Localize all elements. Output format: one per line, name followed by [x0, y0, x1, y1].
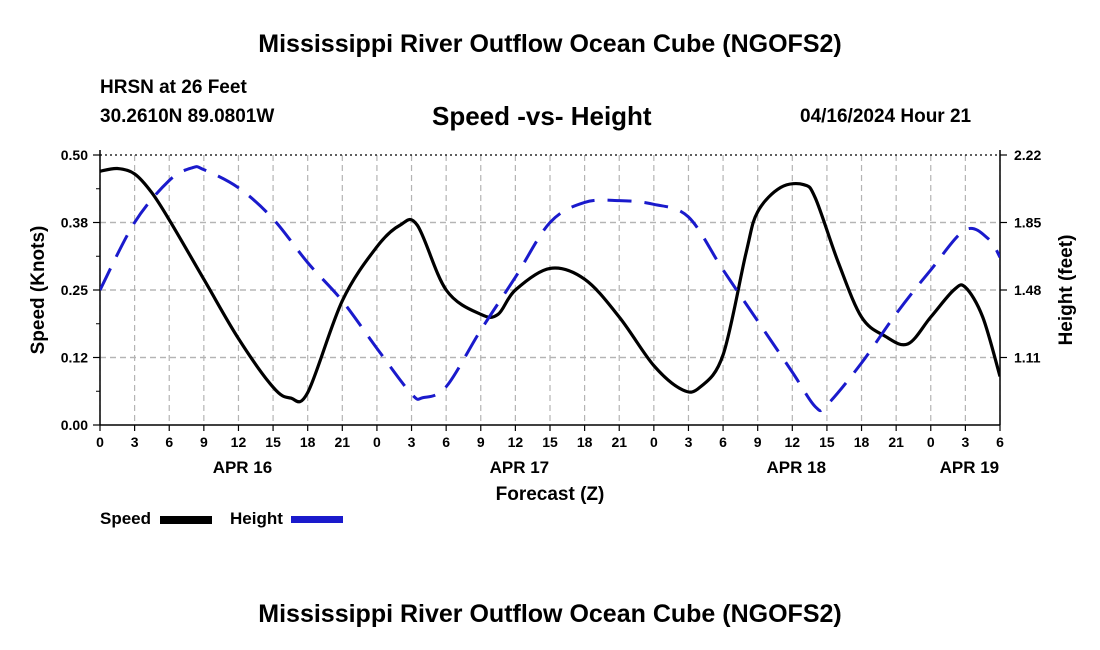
- x-tick-label: 18: [577, 434, 593, 450]
- right-tick-label: 1.11: [1014, 350, 1041, 366]
- x-tick-label: 6: [996, 434, 1004, 450]
- x-tick-label: 12: [231, 434, 247, 450]
- x-tick-label: 15: [819, 434, 835, 450]
- x-tick-label: 6: [165, 434, 173, 450]
- x-tick-label: 0: [373, 434, 381, 450]
- x-tick-label: 9: [754, 434, 762, 450]
- x-tick-label: 18: [300, 434, 316, 450]
- x-date-label: APR 17: [490, 458, 550, 477]
- x-tick-label: 12: [508, 434, 524, 450]
- x-tick-label: 0: [650, 434, 658, 450]
- left-axis-title: Speed (Knots): [28, 226, 49, 355]
- height-series-line: [100, 165, 1000, 413]
- x-tick-label: 21: [611, 434, 627, 450]
- right-tick-label: 1.48: [1014, 282, 1041, 298]
- legend-speed-label: Speed: [100, 509, 152, 528]
- left-tick-label: 0.50: [61, 147, 88, 163]
- left-tick-label: 0.12: [61, 350, 88, 366]
- x-tick-label: 3: [408, 434, 416, 450]
- chart-title: Mississippi River Outflow Ocean Cube (NG…: [258, 30, 842, 58]
- x-tick-label: 3: [685, 434, 693, 450]
- left-tick-label: 0.38: [61, 215, 88, 231]
- x-tick-label: 9: [200, 434, 208, 450]
- x-tick-label: 6: [442, 434, 450, 450]
- x-tick-label: 15: [265, 434, 281, 450]
- legend-height-swatch: [291, 516, 343, 523]
- x-tick-label: 15: [542, 434, 558, 450]
- right-tick-label: 1.85: [1014, 215, 1041, 231]
- chart-subtitle: Speed -vs- Height: [432, 101, 652, 131]
- legend-speed-swatch: [160, 516, 212, 524]
- x-axis-title: Forecast (Z): [496, 484, 605, 505]
- footer-title: Mississippi River Outflow Ocean Cube (NG…: [258, 600, 842, 628]
- x-date-label: APR 19: [940, 458, 1000, 477]
- x-tick-label: 18: [854, 434, 870, 450]
- speed-series-line: [100, 166, 1000, 404]
- x-date-label: APR 18: [767, 458, 827, 477]
- x-tick-label: 9: [477, 434, 485, 450]
- forecast-datetime: 04/16/2024 Hour 21: [800, 106, 972, 127]
- x-tick-label: 6: [719, 434, 727, 450]
- x-tick-label: 0: [927, 434, 935, 450]
- x-tick-label: 0: [96, 434, 104, 450]
- x-tick-label: 3: [961, 434, 969, 450]
- x-tick-label: 3: [131, 434, 139, 450]
- left-tick-label: 0.25: [61, 282, 88, 298]
- x-date-label: APR 16: [213, 458, 273, 477]
- x-tick-label: 21: [335, 434, 351, 450]
- right-axis-title: Height (feet): [1056, 235, 1077, 346]
- legend-height-label: Height: [230, 509, 283, 528]
- x-tick-label: 21: [888, 434, 904, 450]
- right-tick-label: 2.22: [1014, 147, 1041, 163]
- left-tick-label: 0.00: [61, 417, 88, 433]
- station-coords: 30.2610N 89.0801W: [100, 106, 275, 127]
- station-label: HRSN at 26 Feet: [100, 77, 247, 98]
- x-tick-label: 12: [785, 434, 801, 450]
